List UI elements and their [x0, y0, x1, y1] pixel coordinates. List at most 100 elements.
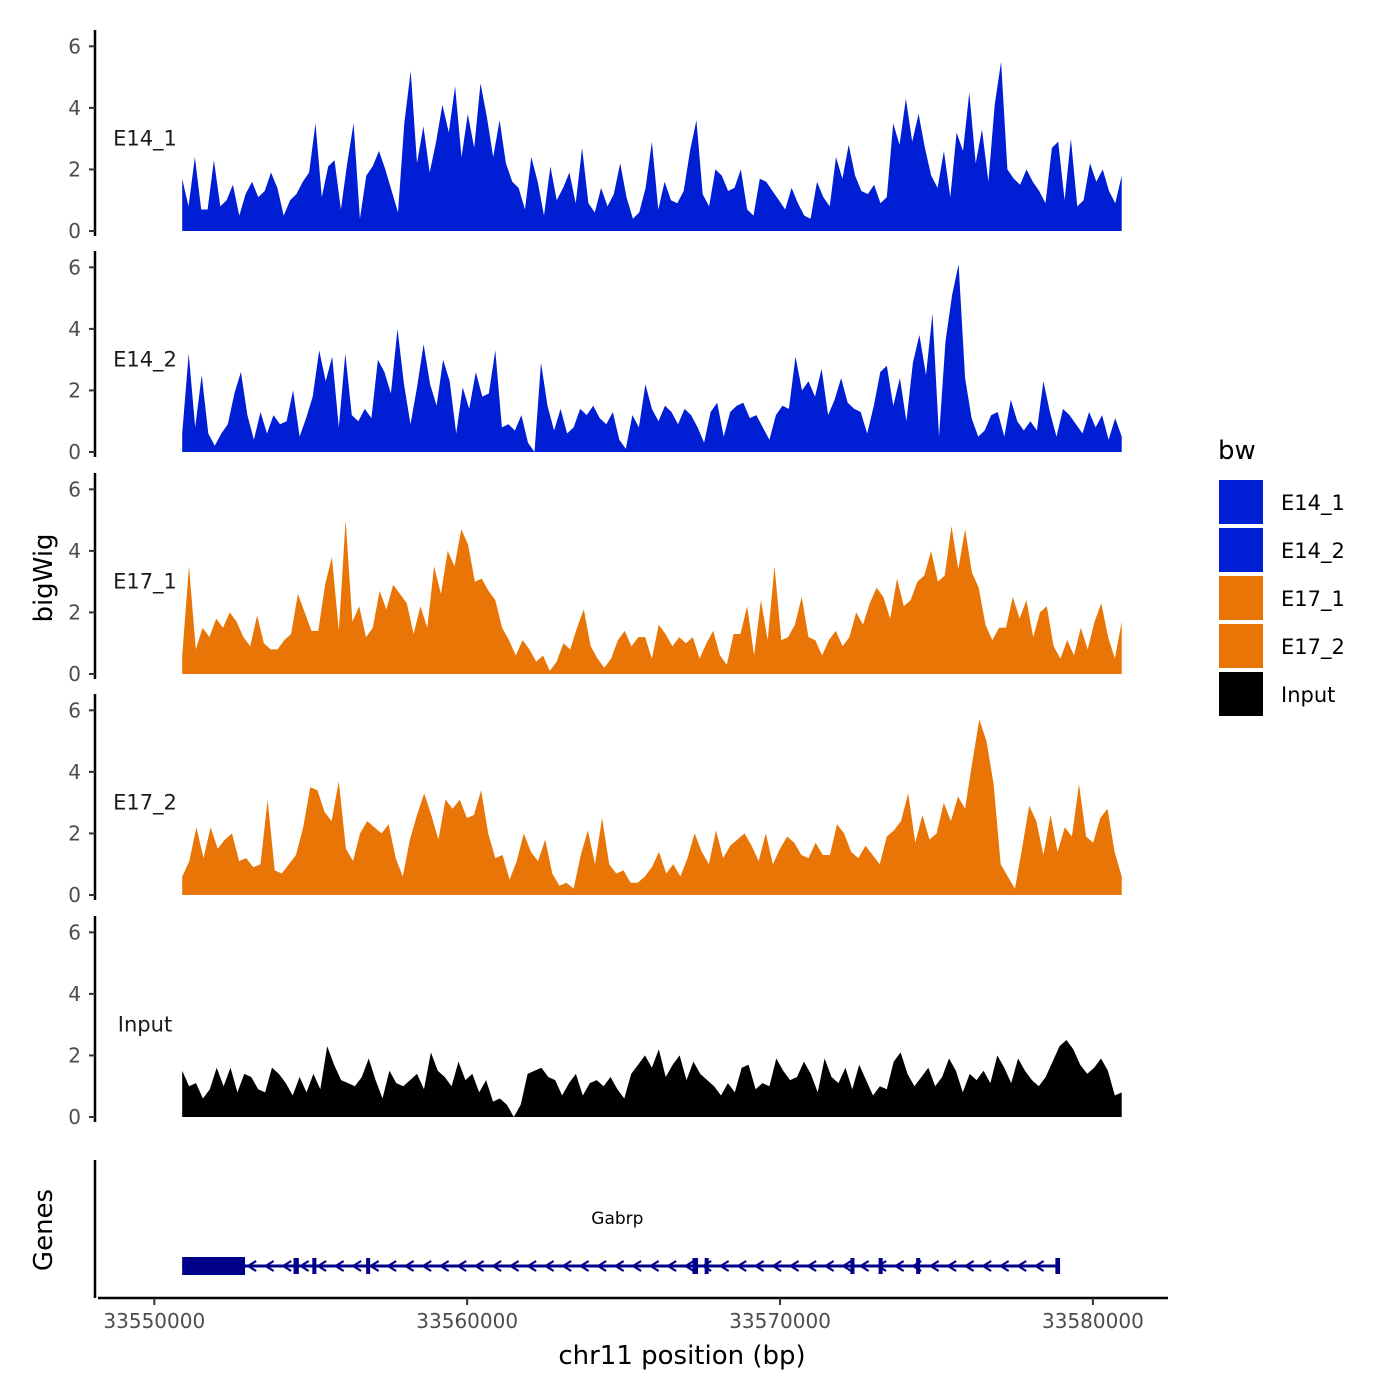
gene-exon — [704, 1258, 709, 1274]
gene-Gabrp: Gabrp — [182, 1209, 1061, 1275]
strand-arrow — [718, 1260, 730, 1272]
y-tick-label: 6 — [68, 255, 81, 279]
y-tick-label: 6 — [68, 477, 81, 501]
strand-arrow — [981, 1260, 992, 1272]
x-tick-label: 33560000 — [416, 1309, 518, 1333]
y-tick-label: 0 — [68, 440, 81, 464]
y-tick-label: 0 — [68, 1105, 81, 1129]
y-tick-label: 2 — [68, 821, 81, 845]
y-tick-label: 6 — [68, 920, 81, 944]
signal-area-E17_2 — [182, 719, 1122, 895]
y-tick-label: 0 — [68, 219, 81, 243]
strand-arrow — [456, 1260, 467, 1272]
strand-arrow — [858, 1260, 870, 1272]
track-label: Input — [118, 1013, 172, 1037]
x-tick-label: 33570000 — [729, 1309, 831, 1333]
x-axis: 33550000 33560000 33570000 33580000 — [98, 1296, 1168, 1333]
y-tick-label: 2 — [68, 378, 81, 402]
y-tick-label: 4 — [68, 982, 81, 1006]
strand-arrow — [928, 1260, 940, 1272]
strand-arrow — [893, 1260, 905, 1272]
legend-label: Input — [1281, 683, 1335, 707]
y-tick-label: 0 — [68, 883, 81, 907]
strand-arrow — [246, 1260, 257, 1272]
signal-area-E14_1 — [182, 61, 1122, 232]
legend-label: E14_2 — [1281, 539, 1345, 564]
strand-arrow — [543, 1260, 555, 1272]
signal-area-Input — [182, 1040, 1122, 1117]
gene-label: Gabrp — [591, 1209, 643, 1229]
legend-swatch-E14_1 — [1219, 480, 1263, 524]
legend-label: E17_1 — [1281, 587, 1345, 612]
bigwig-tracks: 0 2 4 6 E14_1 0 2 4 6 E14_2 0 2 4 6 E17_1 0 2 4 6 E17_2 0 2 4 6… — [68, 30, 1122, 1129]
strand-arrow — [963, 1260, 975, 1272]
y-tick-label: 0 — [68, 662, 81, 686]
gene-exon — [1055, 1258, 1061, 1274]
gene-exon — [850, 1258, 855, 1274]
strand-arrow — [666, 1260, 677, 1272]
strand-arrow — [998, 1260, 1010, 1272]
strand-arrow — [403, 1260, 415, 1272]
strand-arrow — [316, 1260, 327, 1272]
strand-arrow — [421, 1260, 432, 1272]
strand-arrow — [333, 1260, 345, 1272]
legend-swatch-Input — [1219, 672, 1263, 716]
gene-exon — [312, 1258, 317, 1274]
legend-swatch-E17_2 — [1219, 624, 1263, 668]
gene-exon — [878, 1258, 883, 1274]
legend: bw E14_1 E14_2 E17_1 E17_2 Input — [1218, 436, 1345, 716]
strand-arrow — [596, 1260, 607, 1272]
strand-arrow — [788, 1260, 800, 1272]
gene-track: Gabrp — [93, 1160, 1061, 1298]
strand-arrow — [368, 1260, 380, 1272]
strand-arrow — [806, 1260, 817, 1272]
strand-arrow — [841, 1260, 852, 1272]
gene-exon — [293, 1258, 299, 1274]
strand-arrow — [613, 1260, 625, 1272]
strand-arrow — [753, 1260, 765, 1272]
strand-arrow — [438, 1260, 450, 1272]
strand-arrow — [508, 1260, 520, 1272]
track-Input: 0 2 4 6 Input — [68, 916, 1122, 1129]
track-E14_1: 0 2 4 6 E14_1 — [68, 30, 1122, 243]
y-tick-label: 4 — [68, 317, 81, 341]
signal-area-E14_2 — [182, 264, 1122, 452]
strand-arrow — [351, 1260, 362, 1272]
signal-area-E17_1 — [182, 520, 1122, 674]
legend-title: bw — [1218, 436, 1256, 466]
y-axis-title: bigWig — [29, 533, 59, 622]
track-label: E14_1 — [113, 127, 177, 152]
legend-swatch-E14_2 — [1219, 528, 1263, 572]
strand-arrow — [561, 1260, 572, 1272]
strand-arrow — [263, 1260, 275, 1272]
x-tick-label: 33550000 — [103, 1309, 205, 1333]
strand-arrow — [386, 1260, 397, 1272]
strand-arrow — [683, 1260, 695, 1272]
strand-arrow — [1016, 1260, 1027, 1272]
track-E17_2: 0 2 4 6 E17_2 — [68, 694, 1122, 907]
gene-exon — [692, 1258, 699, 1274]
strand-arrow — [298, 1260, 310, 1272]
strand-arrow — [1033, 1260, 1045, 1272]
legend-label: E14_1 — [1281, 491, 1345, 516]
track-label: E17_1 — [113, 570, 177, 595]
track-E14_2: 0 2 4 6 E14_2 — [68, 251, 1122, 464]
y-tick-label: 2 — [68, 600, 81, 624]
gene-exon — [916, 1258, 921, 1274]
strand-arrow — [876, 1260, 887, 1272]
strand-arrow — [578, 1260, 590, 1272]
strand-arrow — [281, 1260, 292, 1272]
gene-exon — [182, 1257, 246, 1275]
track-label: E17_2 — [113, 791, 177, 816]
strand-arrow — [631, 1260, 642, 1272]
track-E17_1: 0 2 4 6 E17_1 — [68, 473, 1122, 686]
strand-arrow — [491, 1260, 502, 1272]
strand-arrow — [648, 1260, 660, 1272]
y-tick-label: 2 — [68, 157, 81, 181]
y-tick-label: 6 — [68, 34, 81, 58]
x-axis-title: chr11 position (bp) — [558, 1341, 805, 1371]
strand-arrow — [946, 1260, 957, 1272]
gene-exon — [366, 1258, 371, 1274]
y-tick-label: 4 — [68, 96, 81, 120]
